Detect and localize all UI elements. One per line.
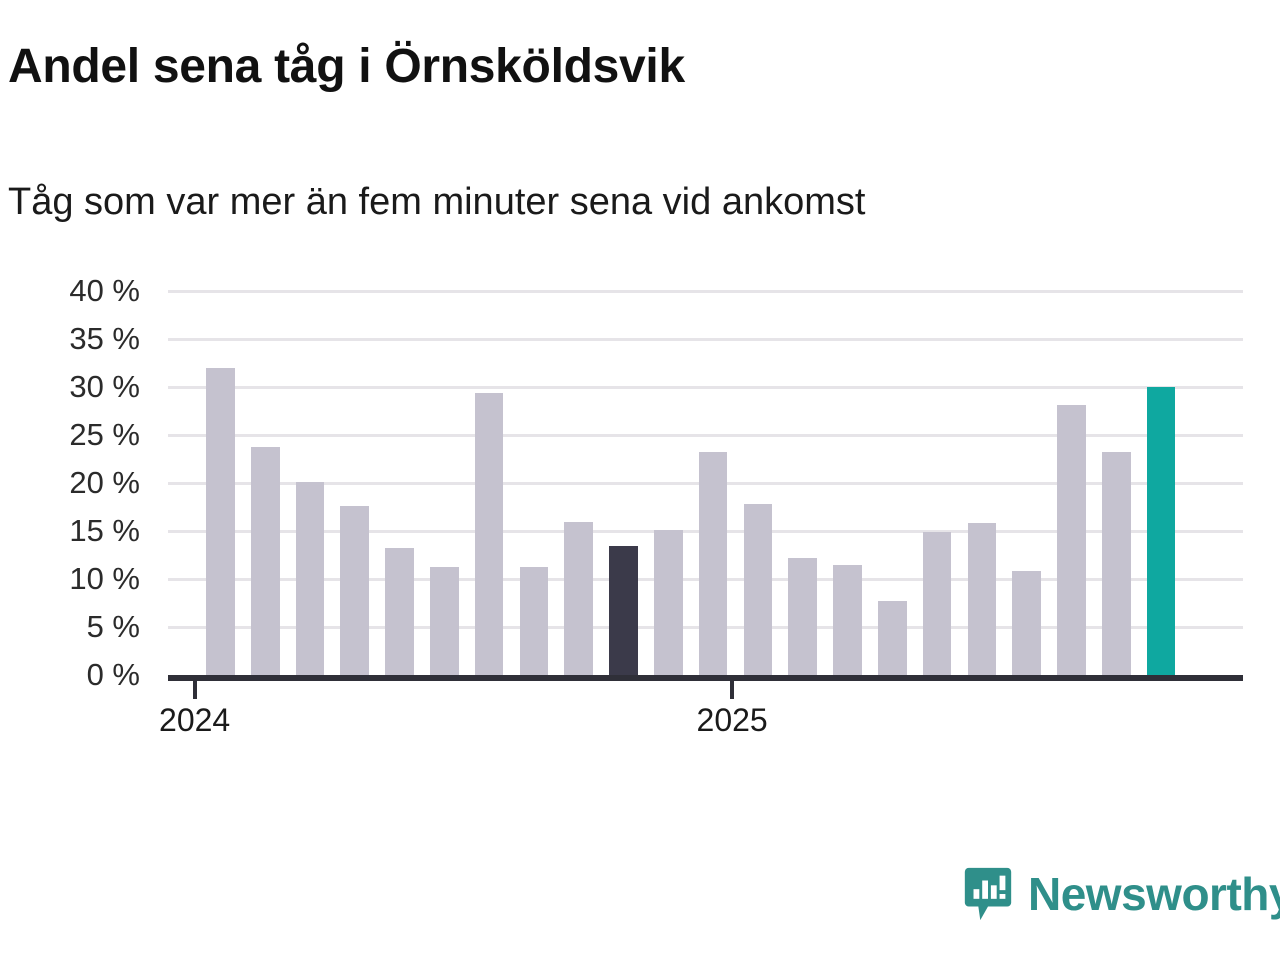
bar[interactable] bbox=[1057, 405, 1086, 675]
bar-chart-speech-bubble-icon bbox=[964, 867, 1012, 921]
bar[interactable] bbox=[519, 566, 549, 675]
x-axis-tick bbox=[192, 681, 197, 699]
brand-name: Newsworthy bbox=[1028, 868, 1280, 920]
page-subtitle: Tåg som var mer än fem minuter sena vid … bbox=[8, 181, 866, 223]
y-axis-tick-label: 25 % bbox=[69, 417, 140, 452]
x-axis-tick bbox=[730, 681, 735, 699]
gridline bbox=[168, 386, 1243, 389]
gridline bbox=[168, 434, 1243, 437]
bar[interactable] bbox=[698, 452, 728, 675]
bar[interactable] bbox=[340, 506, 370, 675]
gridline bbox=[168, 338, 1243, 341]
y-axis-tick-label: 30 % bbox=[69, 369, 140, 404]
x-axis-line bbox=[168, 675, 1243, 681]
bar[interactable] bbox=[967, 523, 997, 675]
bar[interactable] bbox=[1146, 387, 1176, 675]
bar[interactable] bbox=[206, 367, 235, 675]
y-axis-tick-label: 0 % bbox=[86, 657, 140, 692]
bar-series bbox=[168, 262, 1243, 675]
x-axis-tick-label: 2025 bbox=[696, 702, 768, 738]
bar[interactable] bbox=[295, 482, 325, 675]
bar[interactable] bbox=[788, 557, 818, 675]
page-title: Andel sena tåg i Örnsköldsvik bbox=[8, 40, 685, 93]
y-axis-tick-label: 5 % bbox=[86, 609, 140, 644]
bar[interactable] bbox=[653, 530, 683, 675]
bar[interactable] bbox=[877, 601, 907, 675]
y-axis-tick-label: 35 % bbox=[69, 321, 140, 356]
bar[interactable] bbox=[609, 546, 638, 675]
bar-chart: 2024 2025 bbox=[0, 262, 1280, 742]
y-axis-tick-label: 10 % bbox=[69, 561, 140, 596]
y-axis-tick-label: 15 % bbox=[69, 513, 140, 548]
bar[interactable] bbox=[743, 504, 773, 675]
newsworthy-logo[interactable]: Newsworthy bbox=[962, 866, 1280, 922]
bar[interactable] bbox=[922, 531, 952, 675]
bar[interactable] bbox=[385, 548, 414, 675]
bar[interactable] bbox=[1012, 571, 1041, 675]
x-axis-tick-label: 2024 bbox=[159, 702, 231, 738]
y-axis-tick-label: 40 % bbox=[69, 273, 140, 308]
gridline bbox=[168, 290, 1243, 293]
bar[interactable] bbox=[1101, 452, 1131, 675]
bar[interactable] bbox=[564, 522, 594, 675]
bar[interactable] bbox=[430, 566, 459, 675]
y-axis-tick-label: 20 % bbox=[69, 465, 140, 500]
bar[interactable] bbox=[474, 392, 504, 675]
bar[interactable] bbox=[833, 564, 862, 675]
bar[interactable] bbox=[250, 446, 280, 675]
